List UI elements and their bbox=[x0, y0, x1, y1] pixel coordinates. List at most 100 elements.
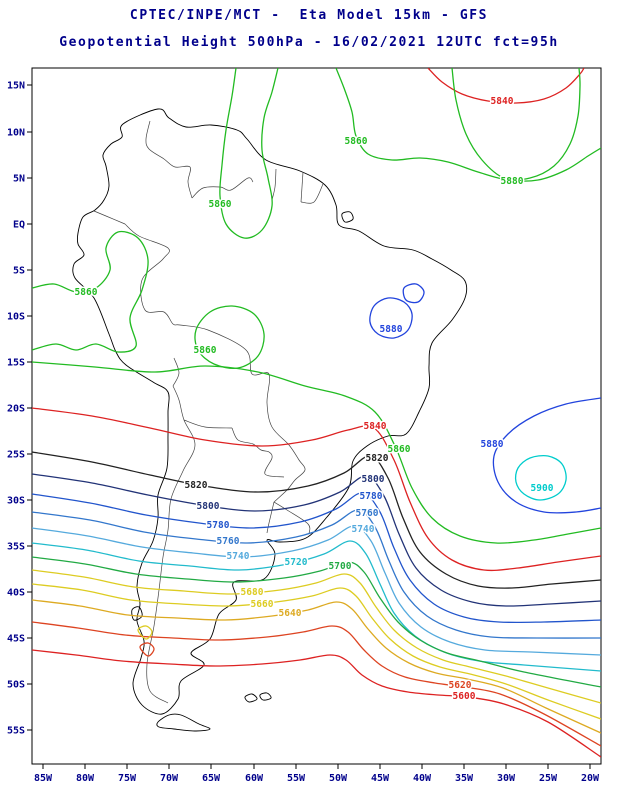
lat-tick-label: 30S bbox=[7, 496, 25, 507]
country-border bbox=[266, 501, 275, 534]
contour-line-5880 bbox=[492, 397, 601, 514]
contour-line-5620 bbox=[139, 642, 155, 657]
contour-line-5880 bbox=[402, 283, 425, 304]
contour-line-5700 bbox=[32, 556, 601, 688]
lat-tick-label: 20S bbox=[7, 404, 25, 415]
lon-tick-label: 65W bbox=[202, 773, 221, 784]
lon-tick-label: 70W bbox=[160, 773, 179, 784]
chart-title: CPTEC/INPE/MCT - Eta Model 15km - GFS bbox=[129, 8, 489, 23]
lat-tick-label: 50S bbox=[7, 680, 25, 691]
lon-tick-label: 20W bbox=[581, 773, 600, 784]
lat-tick-label: EQ bbox=[13, 220, 25, 231]
country-border bbox=[93, 210, 126, 225]
contour-line-5640 bbox=[137, 625, 153, 640]
contour-label-5660: 5660 bbox=[251, 599, 274, 610]
lat-tick-label: 5S bbox=[13, 266, 25, 277]
contour-line-5840 bbox=[427, 68, 585, 104]
lat-tick-label: 5N bbox=[13, 174, 25, 185]
contour-line-5840 bbox=[32, 407, 601, 572]
contour-line-5780 bbox=[32, 492, 601, 624]
contour-label-5820: 5820 bbox=[185, 480, 208, 491]
contour-line-5660 bbox=[32, 583, 601, 720]
lon-tick-label: 85W bbox=[34, 773, 53, 784]
contour-line-5620 bbox=[32, 621, 601, 747]
contour-label-5680: 5680 bbox=[241, 587, 264, 598]
contour-line-5640 bbox=[32, 599, 601, 734]
contour-label-5720: 5720 bbox=[285, 557, 308, 568]
contour-label-5780: 5780 bbox=[360, 491, 383, 502]
lon-tick-label: 75W bbox=[118, 773, 137, 784]
lon-tick-label: 40W bbox=[413, 773, 432, 784]
contour-line-5900 bbox=[514, 454, 567, 501]
contour-line-5860 bbox=[194, 305, 265, 369]
coastline bbox=[259, 692, 272, 701]
lon-tick-label: 60W bbox=[245, 773, 264, 784]
contour-line-5860 bbox=[335, 68, 601, 182]
contour-label-5800: 5800 bbox=[197, 501, 220, 512]
contour-label-5740: 5740 bbox=[227, 551, 250, 562]
contour-label-5880: 5880 bbox=[481, 439, 504, 450]
country-border bbox=[172, 357, 180, 387]
country-border bbox=[271, 168, 277, 201]
contour-line-5740 bbox=[32, 525, 601, 656]
contour-label-5840: 5840 bbox=[364, 421, 387, 432]
contour-line-5800 bbox=[32, 473, 601, 607]
country-border bbox=[124, 223, 306, 503]
contour-label-5880: 5880 bbox=[380, 324, 403, 335]
coastline bbox=[156, 713, 211, 732]
contour-line-5860 bbox=[219, 68, 279, 239]
contour-label-5800: 5800 bbox=[362, 474, 385, 485]
contour-line-5880 bbox=[369, 297, 413, 339]
contour-label-5880: 5880 bbox=[501, 176, 524, 187]
lat-tick-label: 45S bbox=[7, 634, 25, 645]
contour-label-5840: 5840 bbox=[491, 96, 514, 107]
contour-label-5740: 5740 bbox=[352, 524, 375, 535]
country-border bbox=[191, 177, 254, 199]
contour-label-5760: 5760 bbox=[356, 508, 379, 519]
country-border bbox=[300, 183, 324, 204]
lat-tick-label: 25S bbox=[7, 450, 25, 461]
contour-line-5860 bbox=[32, 361, 601, 544]
contour-line-5820 bbox=[32, 451, 601, 589]
country-border bbox=[146, 385, 196, 704]
contour-line-5600 bbox=[32, 649, 601, 758]
contour-label-5900: 5900 bbox=[531, 483, 554, 494]
chart-subtitle: Geopotential Height 500hPa - 16/02/2021 … bbox=[59, 35, 559, 50]
contour-label-5860: 5860 bbox=[75, 287, 98, 298]
map-frame bbox=[31, 67, 602, 765]
lon-tick-label: 25W bbox=[539, 773, 558, 784]
contour-line-5860 bbox=[32, 230, 149, 353]
contour-label-5860: 5860 bbox=[388, 444, 411, 455]
country-border bbox=[231, 427, 285, 478]
contour-label-5860: 5860 bbox=[345, 136, 368, 147]
contour-label-5780: 5780 bbox=[207, 520, 230, 531]
lon-tick-label: 55W bbox=[287, 773, 306, 784]
contour-label-5860: 5860 bbox=[194, 345, 217, 356]
contour-label-5760: 5760 bbox=[217, 536, 240, 547]
contour-line-5880 bbox=[451, 68, 581, 181]
contour-label-5620: 5620 bbox=[449, 680, 472, 691]
coastline bbox=[244, 693, 258, 703]
lat-tick-label: 40S bbox=[7, 588, 25, 599]
contour-label-5700: 5700 bbox=[329, 561, 352, 572]
contour-line-5760 bbox=[32, 509, 601, 639]
lat-tick-label: 35S bbox=[7, 542, 25, 553]
coastline bbox=[72, 108, 468, 715]
lon-tick-label: 50W bbox=[329, 773, 348, 784]
country-border bbox=[273, 501, 311, 535]
contour-label-5640: 5640 bbox=[279, 608, 302, 619]
lat-tick-label: 10N bbox=[7, 128, 25, 139]
contour-line-5680 bbox=[32, 569, 601, 704]
country-border bbox=[183, 419, 233, 429]
lon-tick-label: 80W bbox=[76, 773, 95, 784]
country-border bbox=[145, 120, 193, 199]
lat-tick-label: 55S bbox=[7, 726, 25, 737]
lon-tick-label: 35W bbox=[455, 773, 474, 784]
contour-label-5860: 5860 bbox=[209, 199, 232, 210]
coastline bbox=[341, 211, 354, 223]
contour-label-5820: 5820 bbox=[366, 453, 389, 464]
contour-label-5600: 5600 bbox=[453, 691, 476, 702]
country-border bbox=[300, 171, 304, 203]
